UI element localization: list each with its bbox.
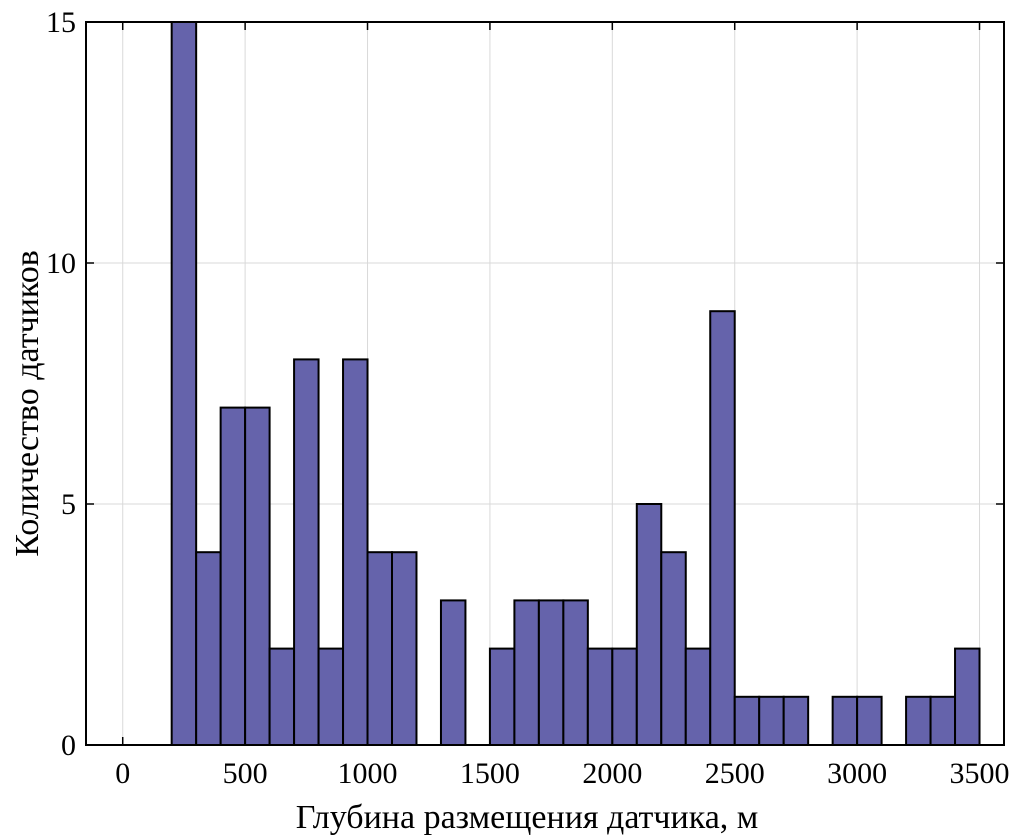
histogram-bar: [586, 647, 614, 746]
x-tick-labels: 0 500 1000 1500 2000 2500 3000 3500: [115, 757, 1009, 790]
histogram-bar: [488, 647, 516, 746]
histogram-bar: [195, 551, 222, 747]
histogram-bar: [513, 599, 540, 747]
histogram-bar: [537, 599, 565, 747]
plot-area-frame: [85, 21, 1005, 746]
histogram-bar: [562, 599, 589, 747]
histogram-bar: [905, 695, 932, 746]
histogram-bar: [317, 647, 345, 746]
x-tick-label: 2000: [582, 757, 642, 790]
histogram-bar: [758, 695, 785, 746]
histogram-bar: [342, 358, 369, 746]
histogram-bar: [733, 695, 761, 746]
x-tick-label: 3000: [827, 757, 887, 790]
y-tick-label: 10: [46, 247, 76, 280]
histogram-bar: [709, 310, 736, 746]
y-tick-label: 0: [61, 729, 76, 762]
histogram-bar: [660, 551, 687, 747]
histogram-bars: [170, 21, 981, 747]
y-axis-title: Количество датчиков: [9, 250, 46, 557]
y-tick-labels: 0 5 10 15: [46, 6, 76, 762]
x-tick-label: 3500: [950, 757, 1010, 790]
histogram-bar: [954, 647, 981, 746]
x-tick-label: 0: [115, 757, 130, 790]
y-tick-label: 15: [46, 6, 76, 39]
histogram-bar: [684, 647, 712, 746]
histogram-bar: [268, 647, 296, 746]
histogram-bar: [391, 551, 418, 747]
histogram-bar: [635, 503, 663, 746]
histogram-bar: [293, 358, 320, 746]
histogram-bar: [929, 695, 957, 746]
histogram-bar: [782, 695, 810, 746]
histogram-bar: [439, 599, 467, 747]
x-tick-label: 2500: [705, 757, 765, 790]
histogram-bar: [856, 695, 883, 746]
x-tick-label: 1000: [338, 757, 398, 790]
histogram-bar: [831, 695, 859, 746]
histogram-bar: [366, 551, 393, 747]
histogram-bar: [611, 647, 638, 746]
histogram-bar: [244, 406, 271, 746]
histogram-bar: [170, 21, 198, 746]
x-tick-label: 1500: [460, 757, 520, 790]
histogram-bar: [219, 406, 247, 746]
tick-marks: [86, 21, 1004, 746]
y-tick-label: 5: [61, 488, 76, 521]
x-axis-title: Глубина размещения датчика, м: [296, 799, 759, 836]
x-tick-label: 500: [223, 757, 268, 790]
